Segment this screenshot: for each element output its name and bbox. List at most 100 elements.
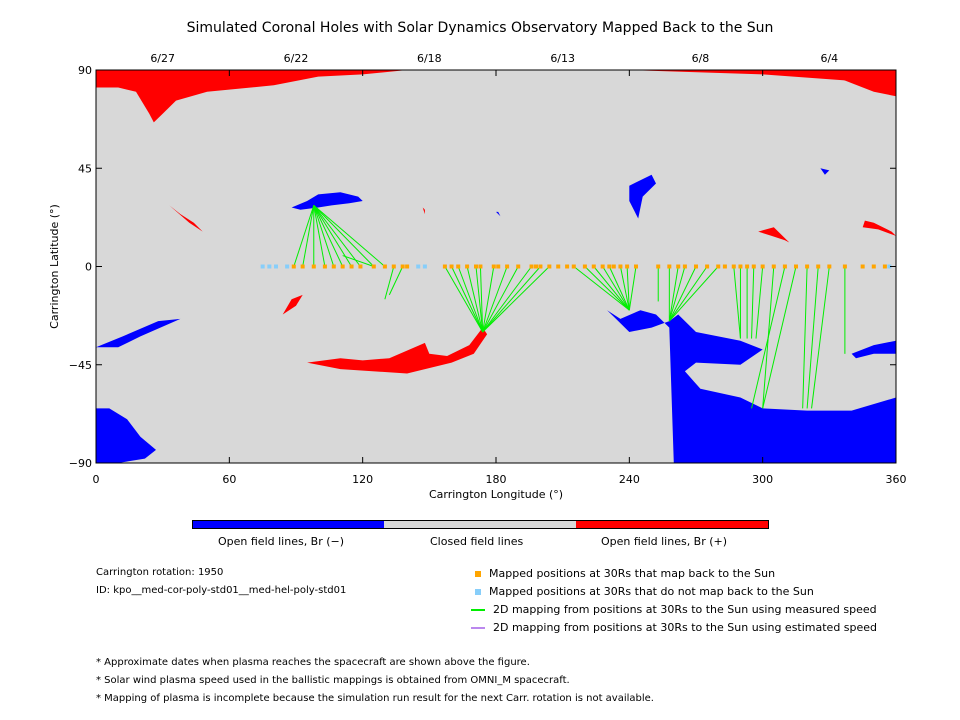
open-positive-region bbox=[96, 70, 408, 123]
mapped-point bbox=[827, 264, 832, 269]
mapped-point bbox=[391, 264, 396, 269]
mapped-point bbox=[607, 264, 612, 269]
mapped-point bbox=[456, 264, 461, 269]
colorbar-frame bbox=[192, 520, 769, 529]
mapped-point bbox=[505, 264, 510, 269]
mapped-point bbox=[516, 264, 521, 269]
date-label: 6/18 bbox=[417, 52, 442, 65]
measured-mapping-line bbox=[628, 266, 637, 311]
open-positive-region bbox=[422, 207, 425, 215]
open-positive-region bbox=[307, 327, 488, 374]
mapped-point bbox=[491, 264, 496, 269]
carrington-rotation: Carrington rotation: 1950 bbox=[96, 567, 224, 578]
mapped-point bbox=[474, 264, 478, 269]
open-positive-region bbox=[862, 220, 896, 236]
legend-estimated: 2D mapping from positions at 30Rs to the… bbox=[471, 621, 878, 634]
open-negative-region bbox=[629, 174, 656, 219]
open-negative-region bbox=[96, 318, 181, 348]
x-tick-label: 360 bbox=[886, 473, 907, 486]
measured-mapping-line bbox=[668, 266, 719, 322]
not-mapped-point bbox=[260, 264, 265, 269]
open-negative-region bbox=[820, 168, 830, 175]
measured-mapping-line bbox=[384, 266, 395, 300]
not-mapped-point bbox=[887, 264, 892, 269]
x-axis-label: Carrington Longitude (°) bbox=[429, 488, 563, 500]
mapped-point bbox=[745, 264, 750, 269]
mapped-point bbox=[618, 264, 623, 269]
measured-mapping-line bbox=[388, 266, 404, 296]
x-tick-label: 300 bbox=[752, 473, 773, 486]
plot-area bbox=[96, 70, 896, 463]
open-positive-region bbox=[169, 205, 203, 232]
mapped-point bbox=[311, 264, 316, 269]
mapped-point bbox=[529, 264, 534, 269]
open-negative-region bbox=[496, 211, 501, 217]
footnote-3: * Mapping of plasma is incomplete becaus… bbox=[96, 693, 654, 704]
mapped-point bbox=[291, 264, 296, 269]
mapped-point bbox=[634, 264, 638, 269]
measured-mapping-line bbox=[342, 255, 374, 267]
mapped-point bbox=[694, 264, 698, 269]
colorbar-closed bbox=[384, 520, 576, 528]
mapped-point bbox=[571, 264, 576, 269]
measured-mapping-line bbox=[482, 266, 519, 333]
measured-mapping-line bbox=[584, 266, 630, 311]
measured-mapping-line bbox=[802, 266, 808, 409]
mapped-point bbox=[358, 264, 363, 269]
y-axis-label: Carrington Latitude (°) bbox=[48, 204, 61, 329]
mapped-point bbox=[322, 264, 327, 269]
mapped-point bbox=[611, 264, 616, 269]
mapped-point bbox=[382, 264, 387, 269]
x-tick-label: 0 bbox=[93, 473, 100, 486]
date-label: 6/27 bbox=[150, 52, 175, 65]
y-tick-label: 45 bbox=[78, 162, 92, 175]
closed-field-region bbox=[96, 70, 896, 463]
mapped-point bbox=[478, 264, 483, 269]
mapped-point bbox=[300, 264, 305, 269]
date-label: 6/22 bbox=[284, 52, 309, 65]
y-tick-label: 0 bbox=[85, 261, 92, 274]
measured-mapping-line bbox=[619, 266, 630, 311]
mapped-point bbox=[465, 264, 470, 269]
colorbar-closed-label: Closed field lines bbox=[430, 535, 524, 548]
measured-mapping-line bbox=[762, 266, 797, 409]
measured-mapping-line bbox=[482, 266, 541, 333]
measured-mapping-line bbox=[313, 205, 361, 267]
colorbar-negative-label: Open field lines, Br (−) bbox=[218, 535, 345, 548]
legend-measured-label: 2D mapping from positions at 30Rs to the… bbox=[493, 603, 877, 616]
square-icon bbox=[475, 571, 481, 577]
y-tick-label: −45 bbox=[69, 359, 92, 372]
measured-mapping-line bbox=[811, 266, 830, 409]
measured-mapping-line bbox=[313, 205, 375, 267]
mapped-point bbox=[871, 264, 876, 269]
mapped-point bbox=[794, 264, 798, 269]
legend-estimated-label: 2D mapping from positions at 30Rs to the… bbox=[493, 621, 878, 634]
mapped-point bbox=[771, 264, 776, 269]
measured-mapping-line bbox=[602, 266, 630, 311]
line-icon bbox=[471, 609, 485, 611]
measured-mapping-line bbox=[751, 266, 755, 339]
measured-mapping-line bbox=[482, 266, 508, 333]
mapped-point bbox=[722, 264, 727, 269]
mapped-point bbox=[400, 264, 405, 269]
measured-mapping-line bbox=[668, 266, 686, 322]
mapped-point bbox=[816, 264, 821, 269]
measured-mapping-line bbox=[466, 266, 484, 333]
mapped-point bbox=[676, 264, 681, 269]
legend-not-mapped-label: Mapped positions at 30Rs that do not map… bbox=[489, 585, 814, 598]
mapped-point bbox=[882, 264, 887, 269]
mapped-point bbox=[842, 264, 847, 269]
measured-mapping-line bbox=[482, 266, 532, 333]
legend-mapped-label: Mapped positions at 30Rs that map back t… bbox=[489, 567, 776, 580]
measured-mapping-line bbox=[313, 205, 326, 267]
mapped-point bbox=[760, 264, 765, 269]
chart-title: Simulated Coronal Holes with Solar Dynam… bbox=[186, 20, 774, 36]
not-mapped-point bbox=[416, 264, 421, 269]
mapped-point bbox=[556, 264, 561, 269]
open-positive-region bbox=[818, 70, 896, 97]
measured-mapping-line bbox=[806, 266, 819, 409]
measured-mapping-line bbox=[313, 205, 335, 267]
open-negative-region bbox=[851, 340, 896, 359]
not-mapped-point bbox=[285, 264, 290, 269]
chart-svg: 0 60 120 180 240 300 360 90 45 0 −45 −90 6/27 6/22 6/1… bbox=[48, 52, 907, 500]
